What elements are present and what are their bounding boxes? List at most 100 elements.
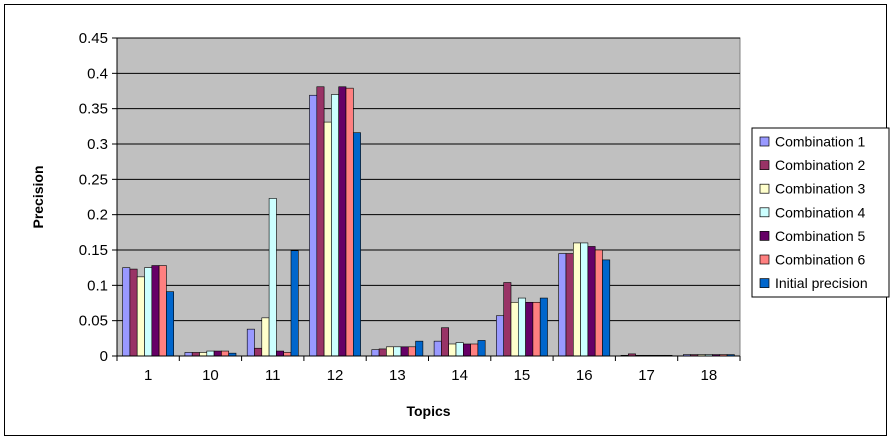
- legend-swatch: [759, 136, 770, 147]
- bar: [206, 350, 215, 357]
- x-tick-label: 13: [389, 367, 406, 384]
- bar: [580, 242, 589, 357]
- bar: [594, 249, 603, 357]
- legend-label: Combination 3: [775, 181, 865, 197]
- bar: [191, 352, 200, 357]
- bar: [352, 132, 361, 357]
- legend-swatch: [759, 207, 770, 218]
- legend-label: Initial precision: [775, 275, 868, 291]
- axes: [112, 37, 741, 361]
- legend-swatch: [759, 183, 770, 194]
- bar: [455, 342, 464, 357]
- bar: [441, 327, 449, 357]
- legend-label: Combination 4: [775, 204, 865, 220]
- bar: [572, 242, 581, 357]
- bar: [407, 346, 416, 357]
- bar: [129, 268, 138, 357]
- bar: [254, 347, 263, 357]
- y-tick-label: 0.45: [79, 30, 108, 47]
- y-axis-title: Precision: [30, 165, 46, 228]
- bar: [371, 349, 380, 357]
- bar: [378, 348, 387, 357]
- bar: [268, 198, 277, 357]
- bar: [213, 350, 222, 357]
- bar: [539, 297, 548, 357]
- bar: [503, 282, 512, 357]
- bar: [565, 253, 574, 357]
- y-tick-labels: 0 0.05 0.1 0.15 0.2 0.25 0.3 0.35 0.4 0.45: [79, 30, 108, 365]
- x-tick-label: 18: [701, 367, 718, 384]
- bar: [448, 343, 457, 357]
- bar: [331, 94, 339, 357]
- legend: Combination 1 Combination 2 Combination 3 C…: [751, 127, 890, 298]
- bar: [184, 352, 193, 357]
- bar: [136, 276, 145, 357]
- bar: [525, 301, 534, 357]
- x-axis-title: Topics: [406, 403, 450, 419]
- legend-label: Combination 1: [775, 134, 865, 150]
- bar: [122, 267, 131, 357]
- bar: [532, 301, 541, 357]
- y-tick-label: 0.3: [87, 136, 108, 153]
- bar: [345, 87, 354, 357]
- y-tick-label: 0.1: [87, 277, 108, 294]
- bar: [477, 340, 486, 357]
- bar: [221, 350, 229, 357]
- bar: [496, 315, 504, 357]
- bar: [166, 291, 174, 357]
- bar: [433, 340, 442, 357]
- x-tick-labels: 1 10 11 12 13 14 15 16 17 18: [144, 367, 717, 384]
- bar: [199, 352, 208, 357]
- bar: [290, 250, 299, 357]
- bar: [144, 267, 153, 357]
- bar: [309, 94, 318, 357]
- y-tick-label: 0.35: [79, 101, 108, 118]
- legend-label: Combination 2: [775, 157, 865, 173]
- bar: [415, 340, 424, 357]
- bar: [558, 253, 567, 357]
- bar: [276, 350, 284, 357]
- legend-swatch: [759, 160, 770, 170]
- y-tick-label: 0.15: [79, 242, 108, 259]
- gridlines: [117, 37, 740, 322]
- bar: [462, 343, 471, 357]
- legend-swatch: [759, 231, 770, 241]
- bar: [158, 265, 167, 357]
- x-tick-label: 11: [265, 367, 281, 384]
- x-tick-label: 14: [451, 367, 468, 384]
- y-tick-label: 0.05: [79, 313, 108, 330]
- bars: [122, 86, 735, 357]
- y-tick-label: 0: [100, 348, 108, 365]
- bar: [338, 86, 347, 357]
- x-tick-label: 16: [576, 367, 593, 384]
- x-tick-label: 17: [638, 367, 655, 384]
- y-tick-label: 0.4: [87, 65, 108, 82]
- y-tick-label: 0.25: [79, 171, 108, 188]
- x-tick-label: 10: [202, 367, 219, 384]
- bar: [261, 317, 270, 357]
- bar: [510, 301, 519, 357]
- plot-area: [116, 37, 741, 357]
- bar: [602, 259, 611, 357]
- legend-box: [751, 127, 890, 298]
- bar: [151, 265, 160, 357]
- legend-label: Combination 5: [775, 228, 865, 244]
- legend-label: Combination 6: [775, 252, 865, 268]
- bar: [386, 346, 394, 357]
- bar: [517, 297, 526, 357]
- bar: [470, 343, 479, 357]
- legend-swatch: [759, 278, 770, 288]
- legend-swatch: [759, 254, 770, 265]
- x-tick-label: 1: [144, 367, 152, 384]
- bar: [316, 86, 325, 357]
- bar: [323, 121, 332, 357]
- bar: [283, 352, 292, 357]
- y-tick-label: 0.2: [87, 207, 108, 224]
- bar: [587, 246, 596, 357]
- bar: [393, 346, 402, 357]
- bar: [246, 328, 255, 357]
- x-tick-label: 12: [327, 367, 344, 384]
- x-tick-label: 15: [514, 367, 531, 384]
- bar: [400, 346, 409, 357]
